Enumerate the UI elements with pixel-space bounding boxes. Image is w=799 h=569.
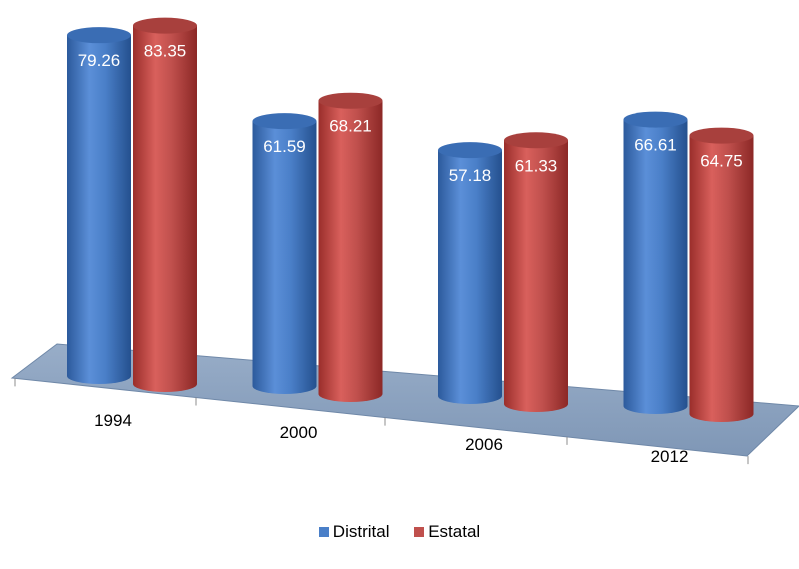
bar-distrital-2000: 61.59 xyxy=(252,113,317,395)
bar-top xyxy=(133,17,197,34)
bar-top xyxy=(689,127,754,144)
data-label: 83.35 xyxy=(144,42,187,61)
bar-distrital-1994: 79.26 xyxy=(67,27,131,384)
bar-body xyxy=(252,121,317,395)
x-tick-label: 2000 xyxy=(280,423,318,442)
legend: Distrital Estatal xyxy=(0,522,799,542)
bar-body xyxy=(623,119,688,415)
bar-body xyxy=(133,25,197,392)
data-label: 61.59 xyxy=(263,137,306,156)
x-tick-label: 1994 xyxy=(94,411,132,430)
bar-body xyxy=(67,35,131,384)
bar-body xyxy=(438,150,502,404)
x-tick-label: 2006 xyxy=(465,435,503,454)
data-label: 79.26 xyxy=(78,51,121,70)
legend-item-estatal: Estatal xyxy=(414,522,480,542)
data-label: 66.61 xyxy=(634,136,677,155)
data-label: 68.21 xyxy=(329,117,372,136)
bar-top xyxy=(67,27,131,44)
bar-distrital-2006: 57.18 xyxy=(438,142,502,404)
bar-estatal-2006: 61.33 xyxy=(504,132,568,412)
bar-body xyxy=(504,140,568,412)
legend-label-estatal: Estatal xyxy=(428,522,481,541)
bar-top xyxy=(252,113,317,130)
bar-body xyxy=(689,135,754,422)
bar-top xyxy=(318,92,383,109)
bar-top xyxy=(504,132,568,149)
chart-floor xyxy=(10,343,799,457)
bar-top xyxy=(623,111,688,128)
legend-label-distrital: Distrital xyxy=(332,522,390,541)
data-label: 61.33 xyxy=(515,156,558,175)
axis-ticks xyxy=(14,378,749,465)
legend-swatch-distrital xyxy=(318,527,329,537)
bar-top xyxy=(438,142,502,159)
data-label: 64.75 xyxy=(700,152,743,171)
legend-item-distrital: Distrital xyxy=(318,522,390,542)
bars: 79.26 83.35 61.59 68.21 57.18 61.33 66.61 64.75 xyxy=(67,17,754,422)
x-axis-labels: 1994 2000 2006 2012 xyxy=(94,411,688,466)
x-tick-label: 2012 xyxy=(651,447,689,466)
bar-estatal-2012: 64.75 xyxy=(689,127,754,422)
data-label: 57.18 xyxy=(449,166,492,185)
bar-body xyxy=(318,100,383,403)
bar-distrital-2012: 66.61 xyxy=(623,111,688,415)
bar-estatal-1994: 83.35 xyxy=(133,17,197,392)
legend-swatch-estatal xyxy=(414,527,425,537)
bar-estatal-2000: 68.21 xyxy=(318,92,383,403)
